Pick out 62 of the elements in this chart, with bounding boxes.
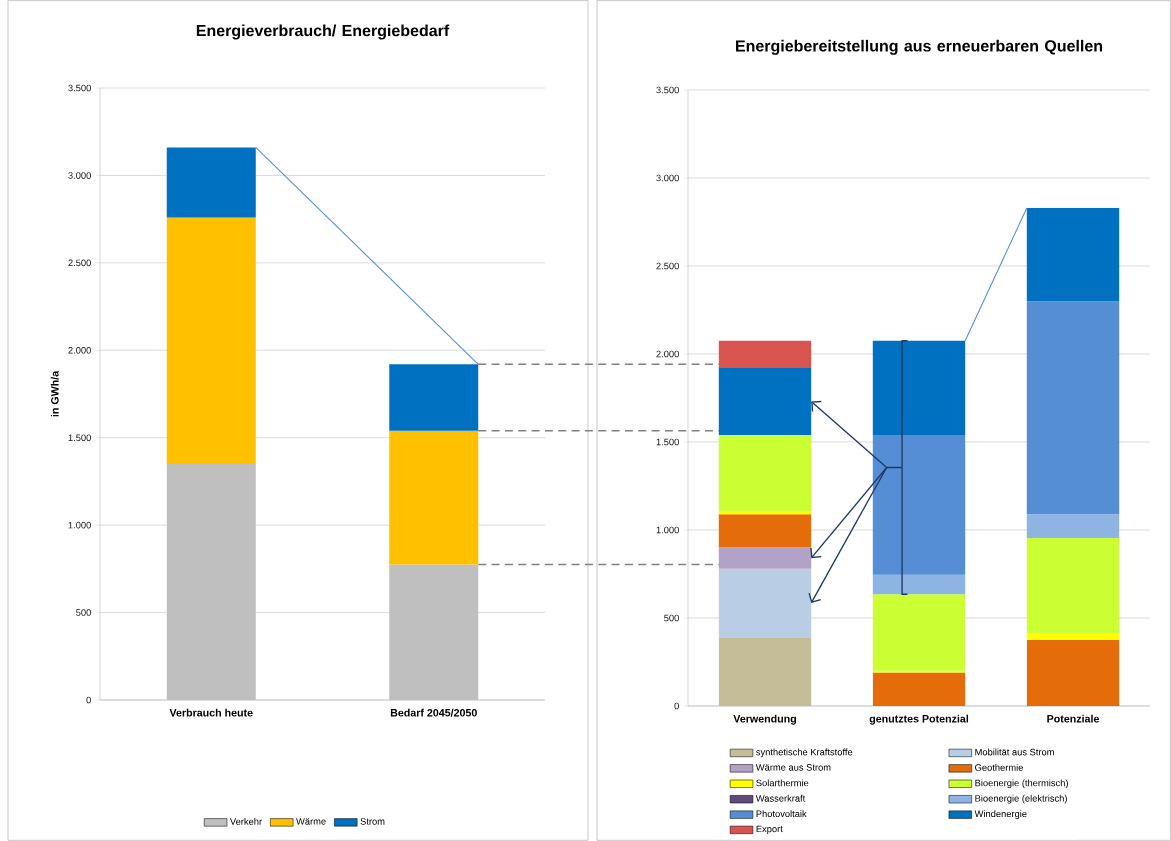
y-tick-label: 3.500: [656, 86, 679, 94]
bar: [166, 217, 256, 464]
bar: [166, 463, 256, 700]
bar: [1026, 207, 1120, 302]
y-tick-label: 2.000: [68, 346, 91, 354]
y-tick-label: 2.500: [656, 262, 679, 270]
bar: [872, 340, 966, 435]
chart-title: Energieverbrauch/ Energiebedarf: [196, 24, 450, 40]
bar: [389, 430, 479, 565]
legend-label: Bioenergie (elektrisch): [975, 794, 1067, 804]
bar: [166, 147, 256, 218]
bar: [872, 594, 966, 671]
legend-label: Wärme: [296, 818, 326, 825]
legend-label: synthetische Kraftstoffe: [756, 748, 853, 758]
y-tick-label: 3.000: [68, 172, 91, 179]
y-tick-label: 2.000: [656, 350, 679, 358]
y-tick-label: 500: [664, 614, 679, 622]
bar: [1026, 514, 1120, 538]
y-axis-title: in GWh/a: [50, 370, 59, 417]
bar: [872, 434, 966, 575]
bar: [872, 574, 966, 595]
x-tick-label: genutztes Potenzial: [869, 714, 969, 725]
bar: [1026, 632, 1120, 640]
bar: [872, 672, 966, 706]
legend-label: Windenergie: [974, 810, 1027, 819]
y-tick-label: 1.500: [68, 434, 91, 441]
bar: [389, 364, 479, 431]
y-tick-label: 3.500: [68, 84, 91, 92]
bar: [718, 568, 812, 638]
legend-label: Verkehr: [229, 818, 262, 825]
y-tick-label: 1.000: [68, 521, 91, 529]
bar: [389, 564, 479, 700]
y-tick-label: 3.000: [656, 174, 679, 182]
bar: [1026, 301, 1120, 515]
legend-label: Wasserkraft: [755, 794, 806, 802]
legend-label: Photovoltaik: [756, 810, 807, 818]
y-tick-label: 0: [674, 702, 679, 710]
chart-title: Energiebereitstellung aus erneuerbaren Quellen: [736, 39, 1103, 55]
legend-label: Strom: [360, 818, 385, 825]
x-tick-label: Verbrauch heute: [169, 708, 253, 717]
y-tick-label: 1.500: [656, 438, 679, 446]
legend-label: Export: [756, 825, 783, 835]
y-tick-label: 500: [76, 609, 91, 616]
bar: [718, 368, 812, 435]
x-tick-label: Bedarf 2045/2050: [390, 708, 477, 717]
legend-label: Mobilität aus Strom: [975, 748, 1054, 756]
bar: [718, 434, 812, 512]
bar: [1026, 639, 1120, 706]
y-tick-label: 2.500: [68, 259, 91, 267]
bar: [718, 514, 812, 548]
legend-label: Geothermie: [975, 763, 1023, 771]
legend-label: Solarthermie: [756, 779, 809, 787]
y-tick-label: 1.000: [656, 526, 679, 534]
x-tick-label: Potenziale: [1047, 714, 1100, 723]
legend-label: Bioenergie (thermisch): [975, 779, 1068, 789]
legend-label: Wärme aus Strom: [755, 764, 831, 771]
bar: [718, 340, 812, 369]
y-tick-label: 0: [86, 696, 91, 704]
bar: [718, 637, 812, 706]
bar: [718, 547, 812, 569]
x-tick-label: Verwendung: [733, 714, 796, 725]
bar: [1026, 537, 1120, 633]
